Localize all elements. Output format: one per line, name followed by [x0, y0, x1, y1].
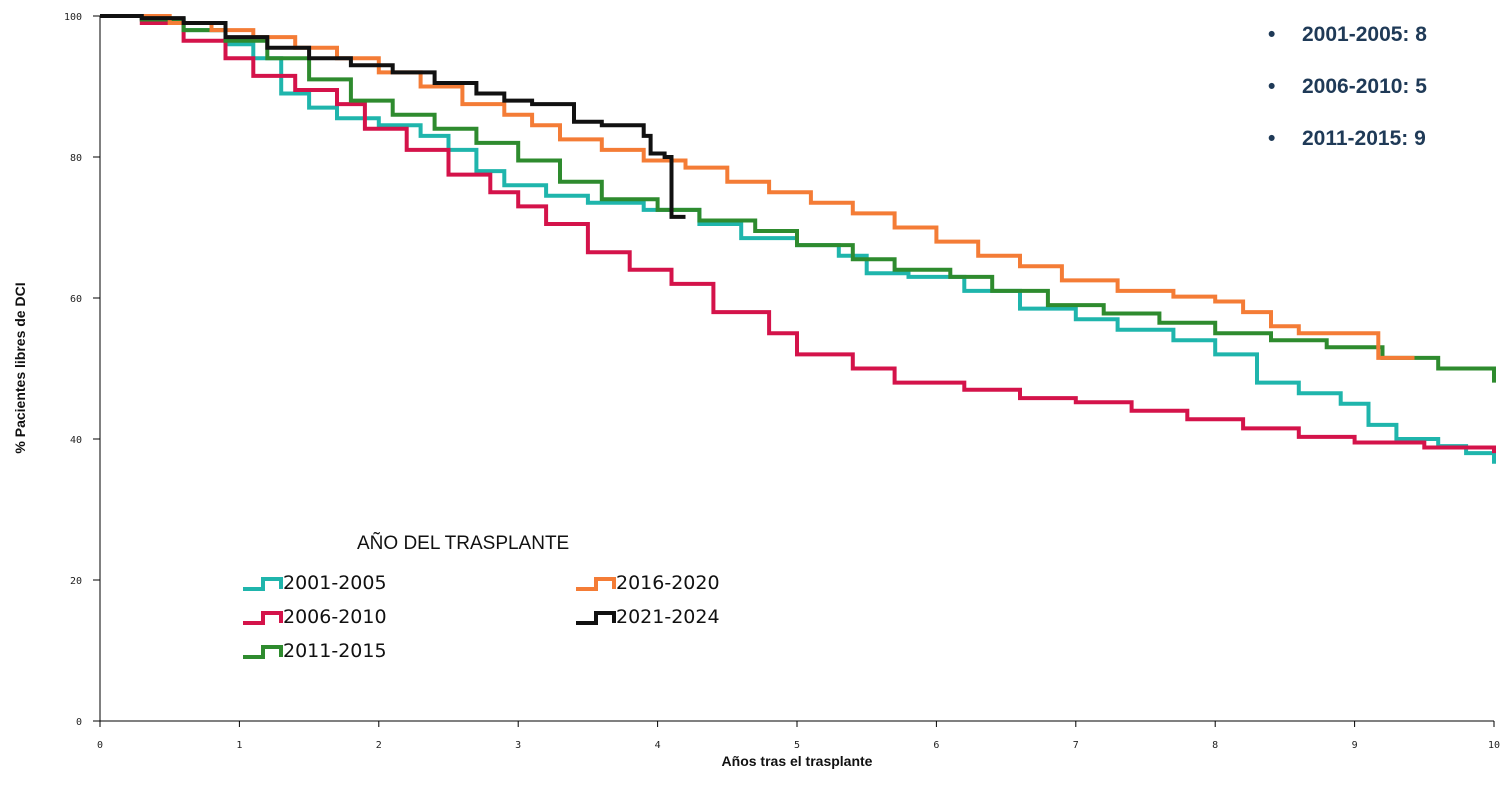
- y-tick-label: 0: [76, 717, 82, 728]
- bullet-dot-icon: •: [1268, 75, 1276, 98]
- x-tick-label: 4: [655, 740, 661, 751]
- legend-label: 2001-2005: [283, 572, 387, 594]
- x-tick-label: 6: [933, 740, 939, 751]
- bullet-text: 2006-2010: 5: [1302, 75, 1427, 98]
- x-tick-label: 2: [376, 740, 382, 751]
- x-tick-label: 0: [97, 740, 103, 751]
- legend-items: 2001-2005 2006-2010 2011-2015 2016-2020 2021…: [243, 572, 720, 662]
- legend-swatch: [243, 577, 283, 591]
- legend-swatch: [576, 577, 616, 591]
- x-ticks: 0 1 2 3 4 5 6 7 8 9 10: [97, 721, 1500, 751]
- bullet-dot-icon: •: [1268, 23, 1276, 46]
- bullet-text: 2001-2005: 8: [1302, 23, 1427, 46]
- legend-label: 2021-2024: [616, 606, 720, 628]
- legend-swatch: [243, 645, 283, 659]
- legend-label: 2006-2010: [283, 606, 387, 628]
- y-tick-label: 20: [70, 576, 82, 587]
- x-tick-label: 1: [236, 740, 242, 751]
- legend: AÑO DEL TRASPLANTE 2001-2005 2006-2010 201…: [243, 532, 720, 662]
- series-line-2016-2020: [100, 14, 1415, 360]
- x-tick-label: 3: [515, 740, 521, 751]
- y-axis-title: % Pacientes libres de DCI: [12, 282, 28, 453]
- y-tick-label: 100: [64, 12, 82, 23]
- legend-title: AÑO DEL TRASPLANTE: [357, 532, 569, 554]
- x-tick-label: 5: [794, 740, 800, 751]
- summary-bullets: • 2001-2005: 8 • 2006-2010: 5 • 2011-2015: …: [1268, 18, 1504, 174]
- series-line-2011-2015: [100, 14, 1496, 383]
- bullet-text: 2011-2015: 9: [1302, 127, 1426, 150]
- bullet-item: • 2006-2010: 5: [1268, 70, 1504, 122]
- series-line-2006-2010: [100, 14, 1496, 454]
- legend-label: 2016-2020: [616, 572, 720, 594]
- x-axis-title: Años tras el trasplante: [722, 753, 873, 769]
- x-tick-label: 7: [1073, 740, 1079, 751]
- x-tick-label: 9: [1352, 740, 1358, 751]
- x-tick-label: 10: [1488, 740, 1500, 751]
- legend-swatch: [243, 611, 283, 625]
- bullet-dot-icon: •: [1268, 127, 1276, 150]
- legend-label: 2011-2015: [283, 640, 387, 662]
- y-tick-label: 40: [70, 435, 82, 446]
- series-group: [100, 14, 1496, 464]
- legend-swatch: [576, 611, 616, 625]
- y-tick-label: 80: [70, 153, 82, 164]
- y-ticks: 0 20 40 60 80 100: [64, 12, 100, 728]
- bullet-item: • 2011-2015: 9: [1268, 122, 1504, 174]
- series-line-2021-2024: [100, 14, 686, 219]
- y-tick-label: 60: [70, 294, 82, 305]
- x-tick-label: 8: [1212, 740, 1218, 751]
- bullet-item: • 2001-2005: 8: [1268, 18, 1504, 70]
